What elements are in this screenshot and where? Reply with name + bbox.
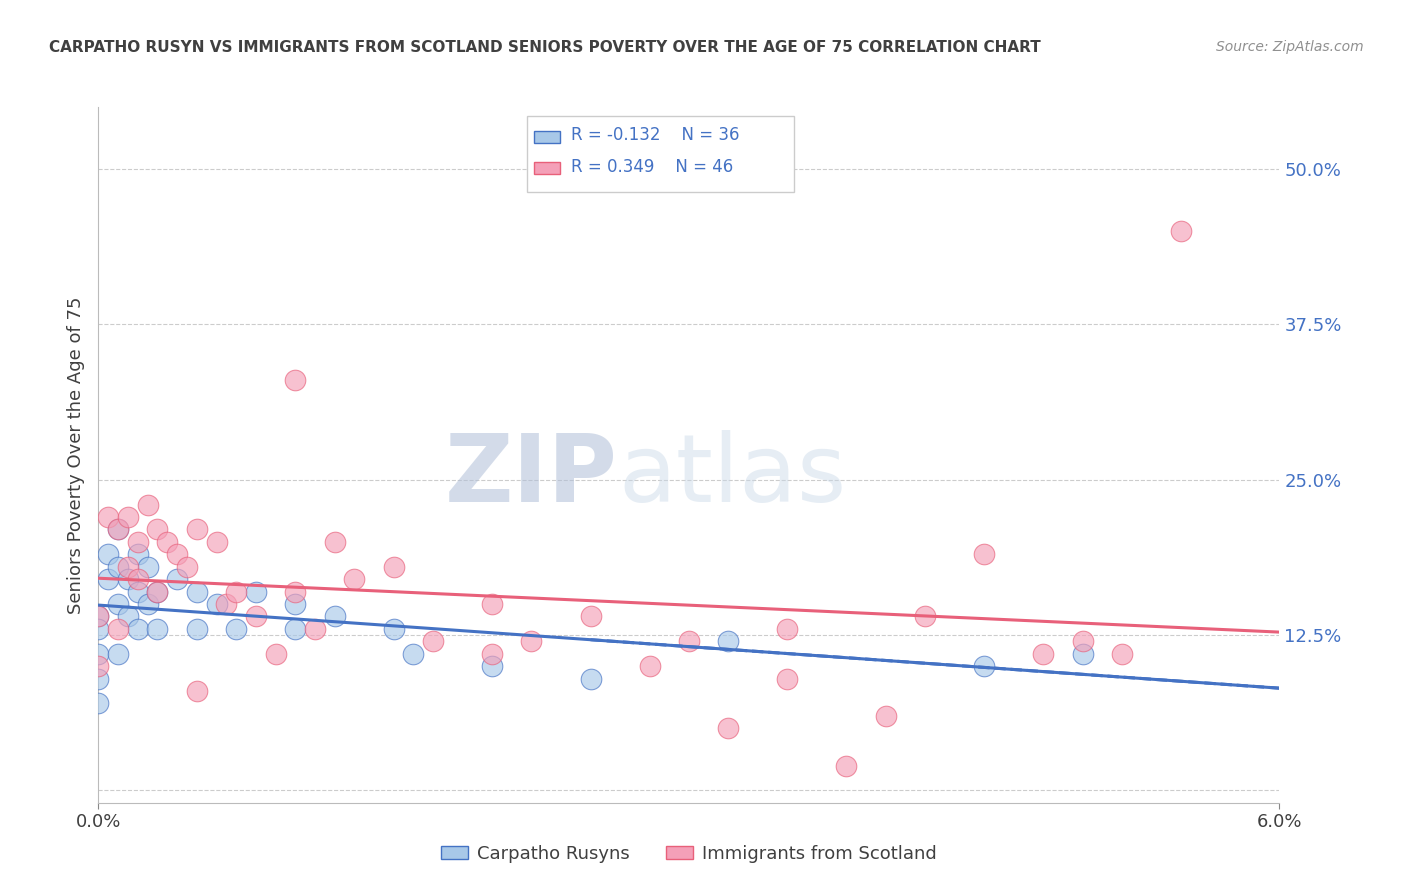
Point [186, 622, 208, 636]
Point [107, 523, 129, 537]
Point [422, 634, 444, 648]
Point [481, 647, 503, 661]
Point [97, 572, 120, 586]
Point [117, 572, 139, 586]
Point [1032, 647, 1054, 661]
Point [776, 672, 799, 686]
Point [127, 572, 149, 586]
Point [87, 609, 110, 624]
Point [875, 708, 897, 723]
Text: ZIP: ZIP [446, 430, 619, 522]
Point [107, 622, 129, 636]
Point [146, 523, 169, 537]
Point [136, 498, 159, 512]
Y-axis label: Seniors Poverty Over the Age of 75: Seniors Poverty Over the Age of 75 [66, 296, 84, 614]
Point [127, 584, 149, 599]
Text: atlas: atlas [619, 430, 846, 522]
Text: CARPATHO RUSYN VS IMMIGRANTS FROM SCOTLAND SENIORS POVERTY OVER THE AGE OF 75 CO: CARPATHO RUSYN VS IMMIGRANTS FROM SCOTLA… [49, 40, 1040, 55]
Point [205, 597, 228, 611]
Point [914, 609, 936, 624]
Point [579, 672, 602, 686]
Point [205, 534, 228, 549]
Point [382, 559, 405, 574]
Point [245, 609, 267, 624]
Point [638, 659, 661, 673]
Point [520, 634, 543, 648]
Point [382, 622, 405, 636]
Point [284, 584, 307, 599]
Point [127, 547, 149, 561]
Point [87, 609, 110, 624]
Point [481, 597, 503, 611]
Point [304, 622, 326, 636]
Point [186, 584, 208, 599]
Point [245, 584, 267, 599]
Text: R = -0.132    N = 36: R = -0.132 N = 36 [571, 126, 740, 144]
Point [717, 721, 740, 735]
Point [1111, 647, 1133, 661]
Point [156, 534, 179, 549]
Point [87, 672, 110, 686]
Point [1071, 634, 1094, 648]
Point [166, 547, 188, 561]
Point [146, 584, 169, 599]
Point [127, 534, 149, 549]
Point [284, 597, 307, 611]
Point [776, 622, 799, 636]
Point [146, 622, 169, 636]
Point [107, 647, 129, 661]
Point [107, 597, 129, 611]
Point [107, 559, 129, 574]
Point [284, 373, 307, 387]
Point [87, 659, 110, 673]
Point [1071, 647, 1094, 661]
Point [323, 609, 346, 624]
Point [481, 659, 503, 673]
Point [87, 622, 110, 636]
Point [186, 684, 208, 698]
Point [402, 647, 425, 661]
Point [717, 634, 740, 648]
Point [127, 622, 149, 636]
Point [97, 510, 120, 524]
Legend: Carpatho Rusyns, Immigrants from Scotland: Carpatho Rusyns, Immigrants from Scotlan… [434, 838, 943, 871]
Point [176, 559, 198, 574]
Point [579, 609, 602, 624]
Text: R = 0.349    N = 46: R = 0.349 N = 46 [571, 158, 733, 176]
Point [146, 584, 169, 599]
Point [1170, 224, 1192, 238]
Point [264, 647, 287, 661]
Point [136, 597, 159, 611]
Point [284, 622, 307, 636]
Point [225, 622, 247, 636]
Point [835, 758, 858, 772]
Point [117, 609, 139, 624]
Point [215, 597, 238, 611]
Point [186, 523, 208, 537]
Point [136, 559, 159, 574]
Point [973, 659, 995, 673]
Point [678, 634, 700, 648]
Text: Source: ZipAtlas.com: Source: ZipAtlas.com [1216, 40, 1364, 54]
Point [97, 547, 120, 561]
Point [117, 559, 139, 574]
Point [87, 697, 110, 711]
Point [973, 547, 995, 561]
Point [166, 572, 188, 586]
Point [87, 647, 110, 661]
Point [225, 584, 247, 599]
Point [343, 572, 366, 586]
Point [117, 510, 139, 524]
Point [107, 523, 129, 537]
Point [323, 534, 346, 549]
